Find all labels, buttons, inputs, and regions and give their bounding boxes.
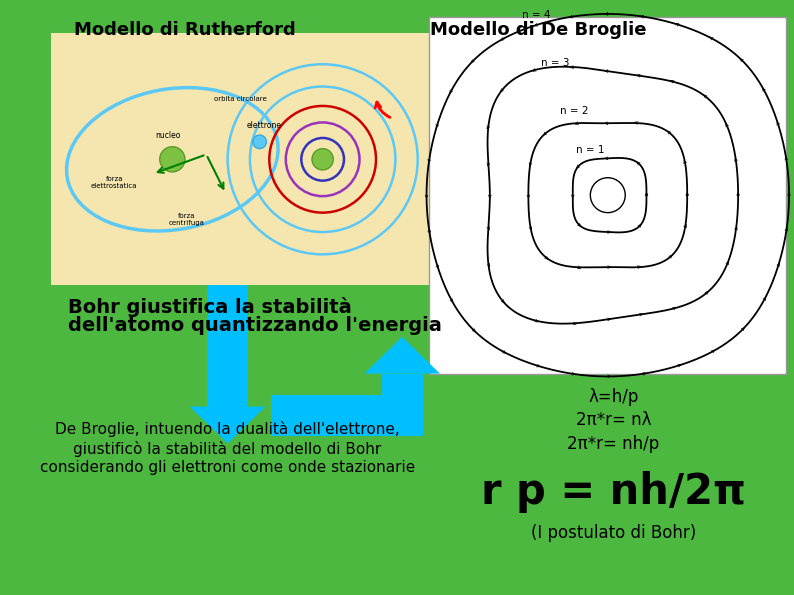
Text: forza
elettrostatica: forza elettrostatica [91,176,137,189]
Text: giustificò la stabilità del modello di Bohr: giustificò la stabilità del modello di B… [74,440,382,456]
Text: nucleo: nucleo [155,131,180,140]
Bar [382,374,422,436]
Text: Bohr giustifica la stabilità: Bohr giustifica la stabilità [67,297,351,317]
Text: Modello di Rutherford: Modello di Rutherford [75,21,296,39]
Polygon shape [364,337,440,374]
Text: considerando gli elettroni come onde stazionarie: considerando gli elettroni come onde sta… [40,460,415,475]
Text: r p = nh/2π: r p = nh/2π [481,471,746,513]
Text: elettrone: elettrone [247,121,282,130]
Circle shape [252,135,267,149]
Text: (I postulato di Bohr): (I postulato di Bohr) [531,524,696,542]
Text: n = 1: n = 1 [576,145,604,155]
Circle shape [160,147,185,172]
Text: 2π*r= nλ: 2π*r= nλ [576,412,651,430]
Text: n = 2: n = 2 [561,107,589,117]
Text: n = 3: n = 3 [542,58,570,68]
Text: forza
centrifuga: forza centrifuga [169,213,205,226]
Text: dell'atomo quantizzando l'energia: dell'atomo quantizzando l'energia [67,317,441,336]
Text: λ=h/p: λ=h/p [588,388,639,406]
Bar [51,33,430,286]
Bar [272,395,417,436]
Text: 2π*r= nh/p: 2π*r= nh/p [568,435,660,453]
Bar [430,17,786,374]
Circle shape [590,178,625,212]
Text: Modello di De Broglie: Modello di De Broglie [430,21,646,39]
Text: orbita circolare: orbita circolare [214,96,267,102]
Bar [207,286,248,406]
Polygon shape [190,406,265,443]
Text: De Broglie, intuendo la dualità dell'elettrone,: De Broglie, intuendo la dualità dell'ele… [56,421,400,437]
Text: n = 4: n = 4 [522,10,551,20]
Circle shape [312,149,333,170]
